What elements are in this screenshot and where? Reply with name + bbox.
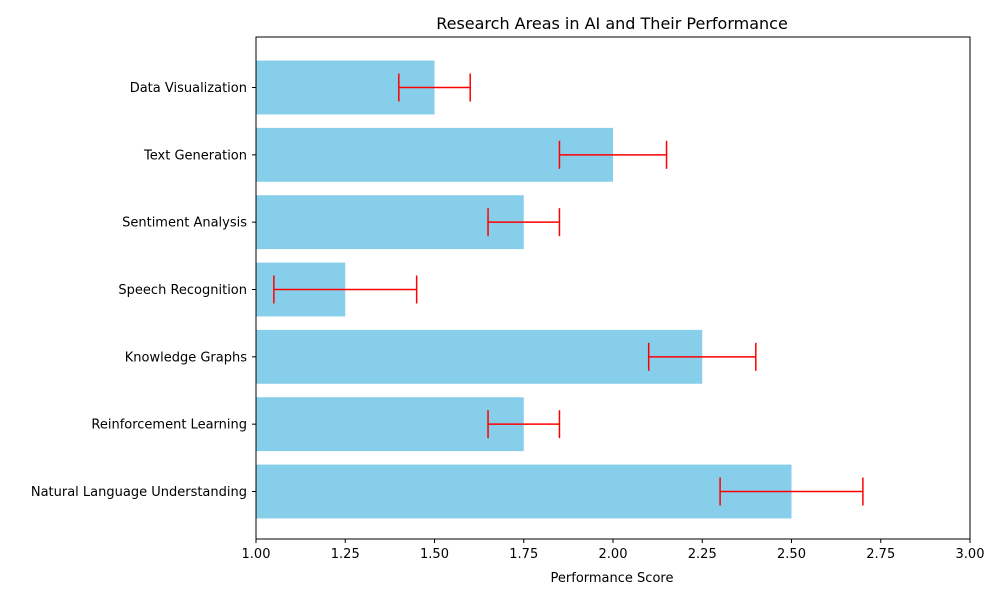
x-tick-label: 3.00 [956, 547, 985, 562]
y-tick-label: Reinforcement Learning [91, 418, 247, 433]
y-axis-ticks: Natural Language Understanding Reinforcem… [31, 81, 256, 500]
x-tick-label: 1.00 [242, 547, 271, 562]
bar [256, 329, 703, 384]
bar [256, 195, 524, 250]
bar [256, 127, 613, 182]
x-tick-label: 2.00 [599, 547, 628, 562]
x-axis-ticks: 1.00 1.25 1.50 1.75 2.00 2.25 2.50 2.75 3.00 [242, 539, 985, 562]
bars-group [256, 60, 792, 519]
y-tick-label: Sentiment Analysis [122, 216, 247, 231]
y-tick-label: Text Generation [143, 148, 247, 163]
x-tick-label: 1.50 [420, 547, 449, 562]
bar [256, 464, 792, 519]
y-tick-label: Natural Language Understanding [31, 485, 247, 500]
bar [256, 397, 524, 452]
x-axis-label: Performance Score [551, 571, 674, 586]
y-tick-label: Data Visualization [130, 81, 247, 96]
x-tick-label: 1.75 [509, 547, 538, 562]
x-tick-label: 2.25 [688, 547, 717, 562]
y-tick-label: Speech Recognition [118, 283, 247, 298]
x-tick-label: 2.50 [777, 547, 806, 562]
error-bars-group [273, 73, 864, 506]
y-tick-label: Knowledge Graphs [125, 350, 247, 365]
x-tick-label: 1.25 [331, 547, 360, 562]
plot-frame [255, 36, 971, 540]
x-tick-label: 2.75 [866, 547, 895, 562]
chart-title: Research Areas in AI and Their Performan… [436, 14, 788, 33]
